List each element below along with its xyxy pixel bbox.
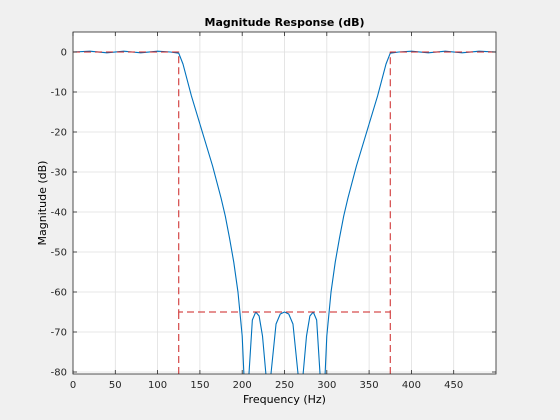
x-axis-label: Frequency (Hz) bbox=[243, 393, 326, 406]
x-tick-label: 100 bbox=[148, 380, 167, 391]
mask-line-5 bbox=[73, 51, 496, 313]
y-tick-label: -50 bbox=[51, 248, 67, 259]
data-lines bbox=[72, 50, 497, 375]
response-line-3 bbox=[302, 311, 321, 375]
y-tick-label: -70 bbox=[51, 328, 67, 339]
x-tick-label: 250 bbox=[275, 380, 294, 391]
response-line-4 bbox=[324, 50, 497, 375]
x-tick-label: 0 bbox=[70, 380, 76, 391]
chart-title: Magnitude Response (dB) bbox=[205, 16, 365, 29]
response-line-0 bbox=[72, 50, 245, 375]
ticks: 0 50 100 150 200 250 300 350 400 450 0 -10 -20 -30 -40… bbox=[51, 32, 496, 391]
x-tick-label: 50 bbox=[109, 380, 122, 391]
response-line-2 bbox=[270, 311, 299, 375]
y-axis-label: Magnitude (dB) bbox=[36, 161, 49, 246]
x-tick-label: 150 bbox=[190, 380, 209, 391]
y-tick-label: -60 bbox=[51, 288, 67, 299]
x-tick-label: 300 bbox=[317, 380, 336, 391]
y-tick-label: -20 bbox=[51, 128, 67, 139]
y-tick-label: -80 bbox=[51, 368, 67, 379]
y-tick-label: -10 bbox=[51, 88, 67, 99]
x-tick-label: 450 bbox=[444, 380, 463, 391]
x-tick-label: 400 bbox=[402, 380, 421, 391]
y-tick-label: -40 bbox=[51, 208, 67, 219]
y-tick-label: -30 bbox=[51, 168, 67, 179]
response-line-1 bbox=[248, 311, 267, 375]
y-tick-label: 0 bbox=[61, 48, 67, 59]
x-tick-label: 350 bbox=[360, 380, 379, 391]
x-tick-label: 200 bbox=[233, 380, 252, 391]
